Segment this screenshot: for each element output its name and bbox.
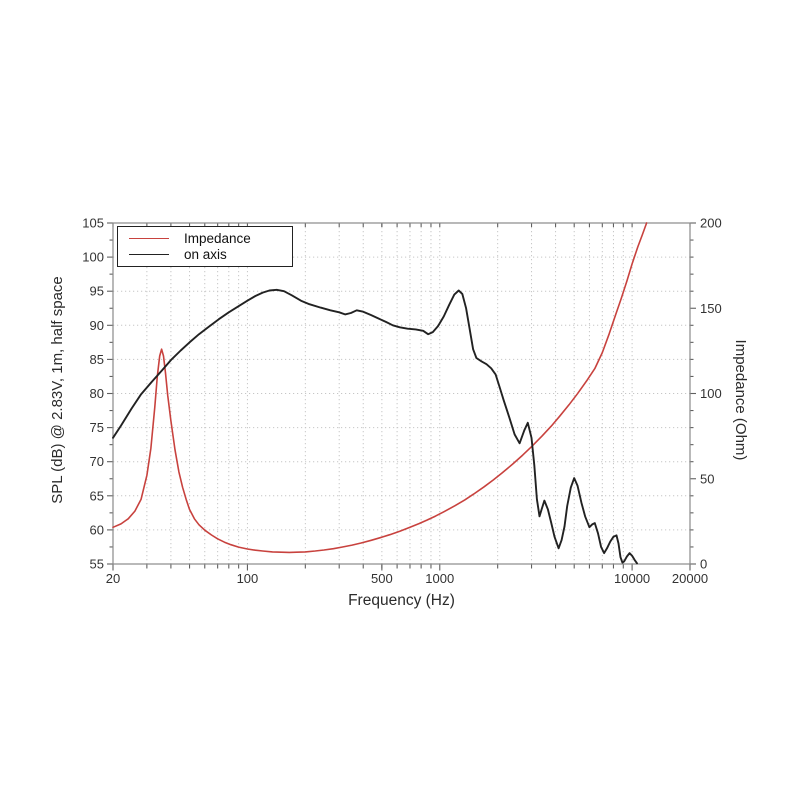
y-left-tick-labels: 55 60 65 70 75 80 85 90 95 100 105 [82, 216, 104, 572]
tick-label: 200 [700, 216, 722, 231]
tick-label: 20 [106, 571, 120, 586]
tick-label: 100 [237, 571, 259, 586]
tick-label: 95 [90, 284, 104, 299]
tick-label: 0 [700, 557, 707, 572]
tick-label: 100 [700, 386, 722, 401]
x-tick-labels: 20 100 500 1000 10000 20000 [106, 571, 708, 586]
tick-label: 50 [700, 471, 714, 486]
legend-item-impedance: Impedance [129, 231, 292, 246]
legend-item-on-axis: on axis [129, 247, 292, 262]
on-axis-curve [112, 288, 638, 565]
tick-label: 1000 [425, 571, 454, 586]
tick-label: 80 [90, 386, 104, 401]
legend: Impedance on axis [117, 226, 293, 267]
y-right-tick-labels: 0 50 100 150 200 [700, 216, 722, 572]
axis-ticks [107, 222, 696, 571]
tick-label: 150 [700, 301, 722, 316]
grid [113, 223, 690, 564]
tick-label: 70 [90, 454, 104, 469]
tick-label: 65 [90, 488, 104, 503]
tick-label: 500 [371, 571, 393, 586]
tick-label: 85 [90, 352, 104, 367]
tick-label: 60 [90, 522, 104, 537]
on-axis-line-sample [129, 254, 169, 256]
tick-label: 75 [90, 420, 104, 435]
impedance-curve [112, 222, 648, 554]
tick-label: 90 [90, 318, 104, 333]
legend-label-on-axis: on axis [184, 247, 227, 263]
legend-label-impedance: Impedance [184, 230, 251, 246]
tick-label: 100 [82, 250, 104, 265]
plot-border [112, 222, 691, 565]
tick-label: 20000 [672, 571, 708, 586]
x-axis-title: Frequency (Hz) [348, 592, 455, 609]
left-y-axis-title: SPL (dB) @ 2.83V, 1m, half space [49, 276, 66, 504]
right-y-axis-title: Impedance (Ohm) [732, 339, 749, 461]
impedance-line-sample [129, 237, 169, 239]
tick-label: 105 [82, 216, 104, 231]
tick-label: 55 [90, 557, 104, 572]
tick-label: 10000 [614, 571, 650, 586]
